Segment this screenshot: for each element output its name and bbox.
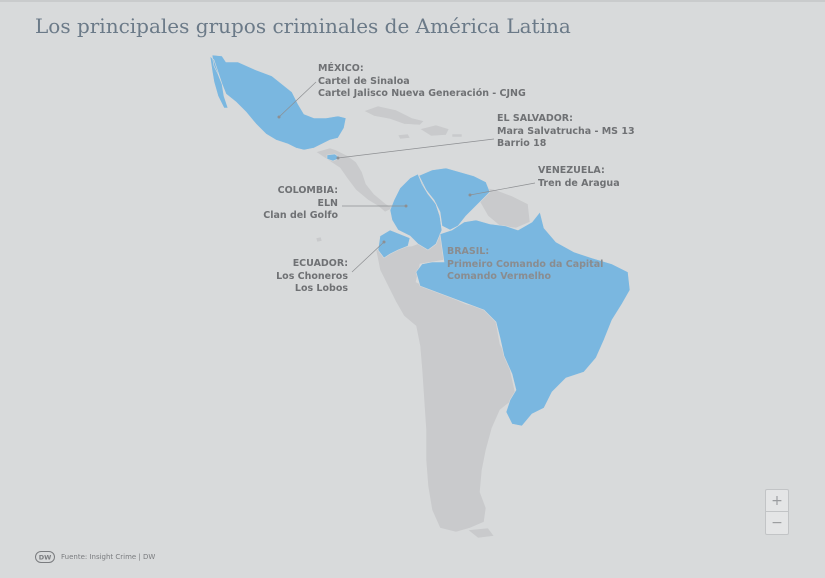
venezuela-country[interactable] [417,167,491,231]
colombia-country-name: COLOMBIA: [277,185,338,196]
ecuador-group-1: Los Choneros [276,270,348,282]
puerto-rico-land [451,133,463,138]
mexico-leader-line [278,81,317,118]
brasil-label: BRASIL: Primeiro Comando da Capital Coma… [447,246,603,284]
colombia-group-1: ELN [317,197,339,209]
mexico-country-name: MÉXICO: [318,63,364,74]
jamaica-land [397,133,411,140]
venezuela-country-name: VENEZUELA: [538,165,605,176]
ecuador-country[interactable] [377,229,411,259]
ecuador-marker [382,240,386,244]
venezuela-colombia-border [417,173,443,231]
el-salvador-country[interactable] [326,153,341,162]
el-salvador-label: EL SALVADOR: Mara Salvatrucha - MS 13 Ba… [497,113,635,151]
dw-logo-text: DW [39,554,52,562]
venezuela-marker [468,193,472,197]
top-divider [0,0,825,2]
el-salvador-marker [336,156,340,160]
dw-logo-icon: DW [35,551,55,563]
venezuela-leader-line [469,182,536,196]
map-title: Los principales grupos criminales de Amé… [35,14,571,38]
colombia-marker [404,204,408,208]
mexico-group-2: Cartel Jalisco Nueva Generación - CJNG [318,88,526,99]
ecuador-country-name: ECUADOR: [292,258,348,269]
colombia-group-2: Clan del Golfo [263,210,338,221]
southern-cone-land [375,231,517,533]
venezuela-group-1: Tren de Aragua [538,177,620,189]
el-salvador-leader-line [337,138,495,159]
ecuador-group-2: Los Lobos [294,283,348,294]
el-salvador-group-1: Mara Salvatrucha - MS 13 [497,125,635,137]
zoom-divider [766,511,788,512]
source-text: Fuente: Insight Crime | DW [61,553,156,561]
el-salvador-country-name: EL SALVADOR: [497,113,573,124]
mexico-marker [277,115,281,119]
brasil-group-2: Comando Vermelho [447,271,552,282]
dw-logo: DW [35,551,55,563]
hispaniola-land [419,124,450,137]
zoom-control: + − [765,489,789,535]
cuba-land [363,105,425,126]
footer: DW Fuente: Insight Crime | DW [35,551,155,563]
ecuador-label: ECUADOR: Los Choneros Los Lobos [250,258,348,296]
zoom-out-button[interactable]: − [771,514,783,531]
mexico-country[interactable] [209,54,347,151]
mexico-group-1: Cartel de Sinaloa [318,75,410,87]
colombia-label: COLOMBIA: ELN Clan del Golfo [240,185,338,223]
brasil-country-name: BRASIL: [447,246,490,257]
venezuela-label: VENEZUELA: Tren de Aragua [538,165,620,190]
brasil-country[interactable] [415,211,631,427]
tierra-del-fuego-land [467,527,495,539]
brasil-group-1: Primeiro Comando da Capital [447,258,604,270]
galapagos-land [315,236,323,243]
ecuador-leader-line [351,241,385,273]
guianas-land [477,185,531,229]
zoom-in-button[interactable]: + [771,492,783,509]
mexico-label: MÉXICO: Cartel de Sinaloa Cartel Jalisco… [318,63,526,101]
el-salvador-group-2: Barrio 18 [497,138,547,149]
